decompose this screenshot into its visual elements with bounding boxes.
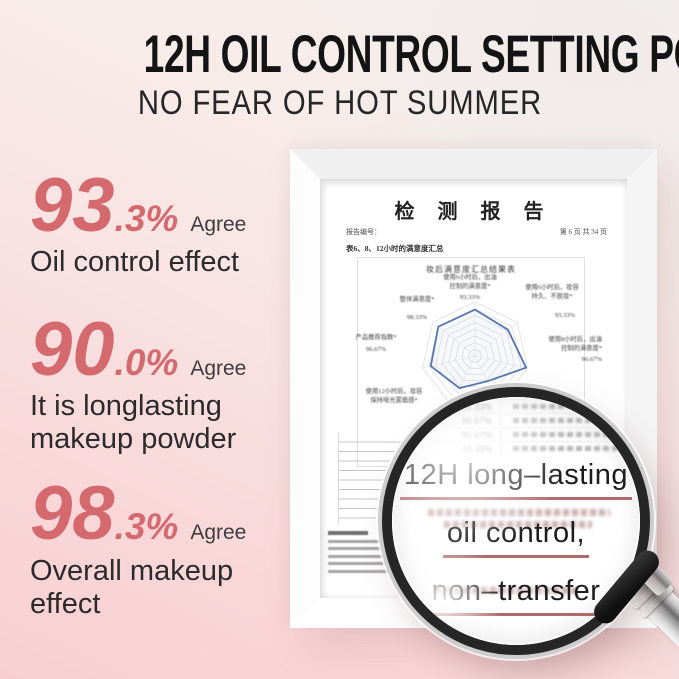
stat-caption: Overall makeup effect <box>30 554 234 620</box>
stat-overall: 98.3% Agree Overall makeup effect <box>30 471 302 621</box>
radar-axis-label: 整体满意度* 98.33% <box>399 296 435 321</box>
stat-int: 93 <box>30 163 115 248</box>
stat-frac: .0% <box>114 341 179 383</box>
stat-value: 90.0% Agree <box>30 306 302 392</box>
radar-axis-label: 使用12小时后，妆容 保持哑光雾面感* <box>365 388 423 404</box>
magnified-table-row: 96.67% <box>428 427 636 441</box>
stat-frac: .3% <box>114 198 179 239</box>
stat-int: 90 <box>30 306 115 392</box>
stat-agree-label: Agree <box>190 213 247 236</box>
stat-caption: Oil control effect <box>30 246 240 279</box>
report-note-bar <box>328 569 432 573</box>
radar-axis-label: 使用6小时后，妆容 持久、不脱妆* 93.33% <box>525 284 579 319</box>
radar-chart-title: 妆后满意度汇总结果表 <box>426 265 516 274</box>
magnifier-text-line-2: oil control, <box>442 517 590 558</box>
magnifier-text-line-1: 12H long–lasting <box>399 459 633 500</box>
magnified-table-row: 93.33% <box>428 399 636 413</box>
page-title: 12H OIL CONTROL SETTING POWDER <box>0 24 679 85</box>
stat-value: 93.3% Agree <box>30 163 302 248</box>
stat-frac: .3% <box>114 506 179 548</box>
magnified-table-row: 96.67% <box>428 413 636 427</box>
stat-oil-control: 93.3% Agree Oil control effect <box>30 163 302 280</box>
radar-axis-label: 使用8小时后，出油 控制的满意度* 96.67% <box>548 336 602 363</box>
radar-axis-label: 产品推荐指数* 96.67% <box>355 334 397 353</box>
page-title-text: 12H OIL CONTROL SETTING POWDER <box>143 25 679 84</box>
report-note-bar <box>328 562 446 565</box>
page-subtitle: NO FEAR OF HOT SUMMER <box>0 84 679 123</box>
radar-plot <box>422 301 528 405</box>
magnified-table-row: 98.33% <box>428 441 636 455</box>
stat-agree-label: Agree <box>190 521 247 545</box>
report-title: 检 测 报 告 <box>394 201 553 223</box>
report-number-label: 报告编号： <box>346 228 381 236</box>
stat-value: 98.3% Agree <box>30 471 302 557</box>
report-page-info: 第 6 页 共 34 页 <box>559 228 607 236</box>
stat-int: 98 <box>30 471 115 557</box>
report-note-bar <box>328 531 368 535</box>
page-subtitle-text: NO FEAR OF HOT SUMMER <box>137 84 542 122</box>
report-meta: 报告编号： 第 6 页 共 34 页 <box>320 227 627 237</box>
magnified-table: 93.33% 96.67% 96.67% 98.33% <box>428 399 636 455</box>
stat-caption: It is longlasting makeup powder <box>30 389 237 456</box>
report-section-heading: 表6、8、12小时的满意度汇总 <box>346 244 444 253</box>
radar-axis-label: 使用6小时后，出油 控制的满意度* 93.33% <box>443 274 497 301</box>
report-note-bar <box>328 554 424 558</box>
stats-list: 93.3% Agree Oil control effect 90.0% Agr… <box>30 163 302 655</box>
magnifier-text-line-3: non–transfer <box>427 575 605 616</box>
stat-agree-label: Agree <box>190 356 247 380</box>
stat-longlasting: 90.0% Agree It is longlasting makeup pow… <box>30 306 302 457</box>
